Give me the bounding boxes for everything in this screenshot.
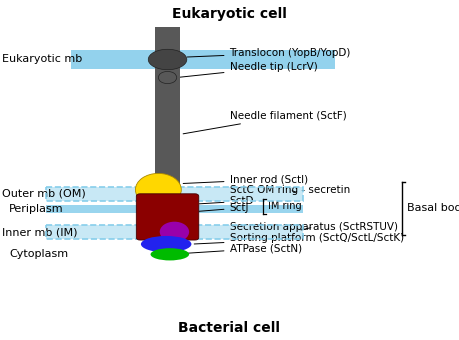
Text: Cytoplasm: Cytoplasm	[9, 249, 68, 259]
Text: Inner mb (IM): Inner mb (IM)	[2, 227, 78, 237]
Ellipse shape	[148, 49, 187, 70]
Bar	[46, 225, 303, 239]
Text: Periplasm: Periplasm	[9, 204, 64, 214]
Text: Basal body: Basal body	[407, 203, 459, 214]
Bar	[46, 187, 303, 201]
Ellipse shape	[135, 173, 181, 206]
Text: Inner rod (SctI): Inner rod (SctI)	[183, 174, 308, 185]
Text: Outer mb (OM): Outer mb (OM)	[2, 189, 86, 199]
Ellipse shape	[151, 248, 189, 260]
Text: Bacterial cell: Bacterial cell	[179, 321, 280, 335]
Text: Needle tip (LcrV): Needle tip (LcrV)	[179, 62, 317, 77]
Text: Secretion apparatus (SctRSTUV): Secretion apparatus (SctRSTUV)	[230, 222, 397, 232]
Text: SctJ: SctJ	[199, 203, 249, 213]
Bar	[46, 187, 303, 201]
Ellipse shape	[160, 222, 189, 242]
Text: SctC OM ring - secretin: SctC OM ring - secretin	[230, 185, 350, 195]
Bar	[46, 225, 303, 239]
Ellipse shape	[158, 71, 177, 84]
Text: Translocon (YopB/YopD): Translocon (YopB/YopD)	[187, 48, 351, 58]
Text: ATPase (SctN): ATPase (SctN)	[173, 243, 302, 254]
Bar	[71, 50, 335, 69]
Bar	[46, 205, 303, 214]
Text: Sorting platform (SctQ/SctL/SctK): Sorting platform (SctQ/SctL/SctK)	[194, 233, 403, 244]
FancyBboxPatch shape	[136, 194, 199, 240]
Ellipse shape	[141, 236, 191, 252]
Bar	[155, 27, 180, 245]
Text: Eukaryotic cell: Eukaryotic cell	[172, 7, 287, 21]
Text: Needle filament (SctF): Needle filament (SctF)	[183, 110, 346, 134]
Text: Eukaryotic mb: Eukaryotic mb	[2, 54, 83, 65]
Text: SctD: SctD	[199, 196, 254, 206]
Text: IM ring: IM ring	[268, 201, 302, 211]
